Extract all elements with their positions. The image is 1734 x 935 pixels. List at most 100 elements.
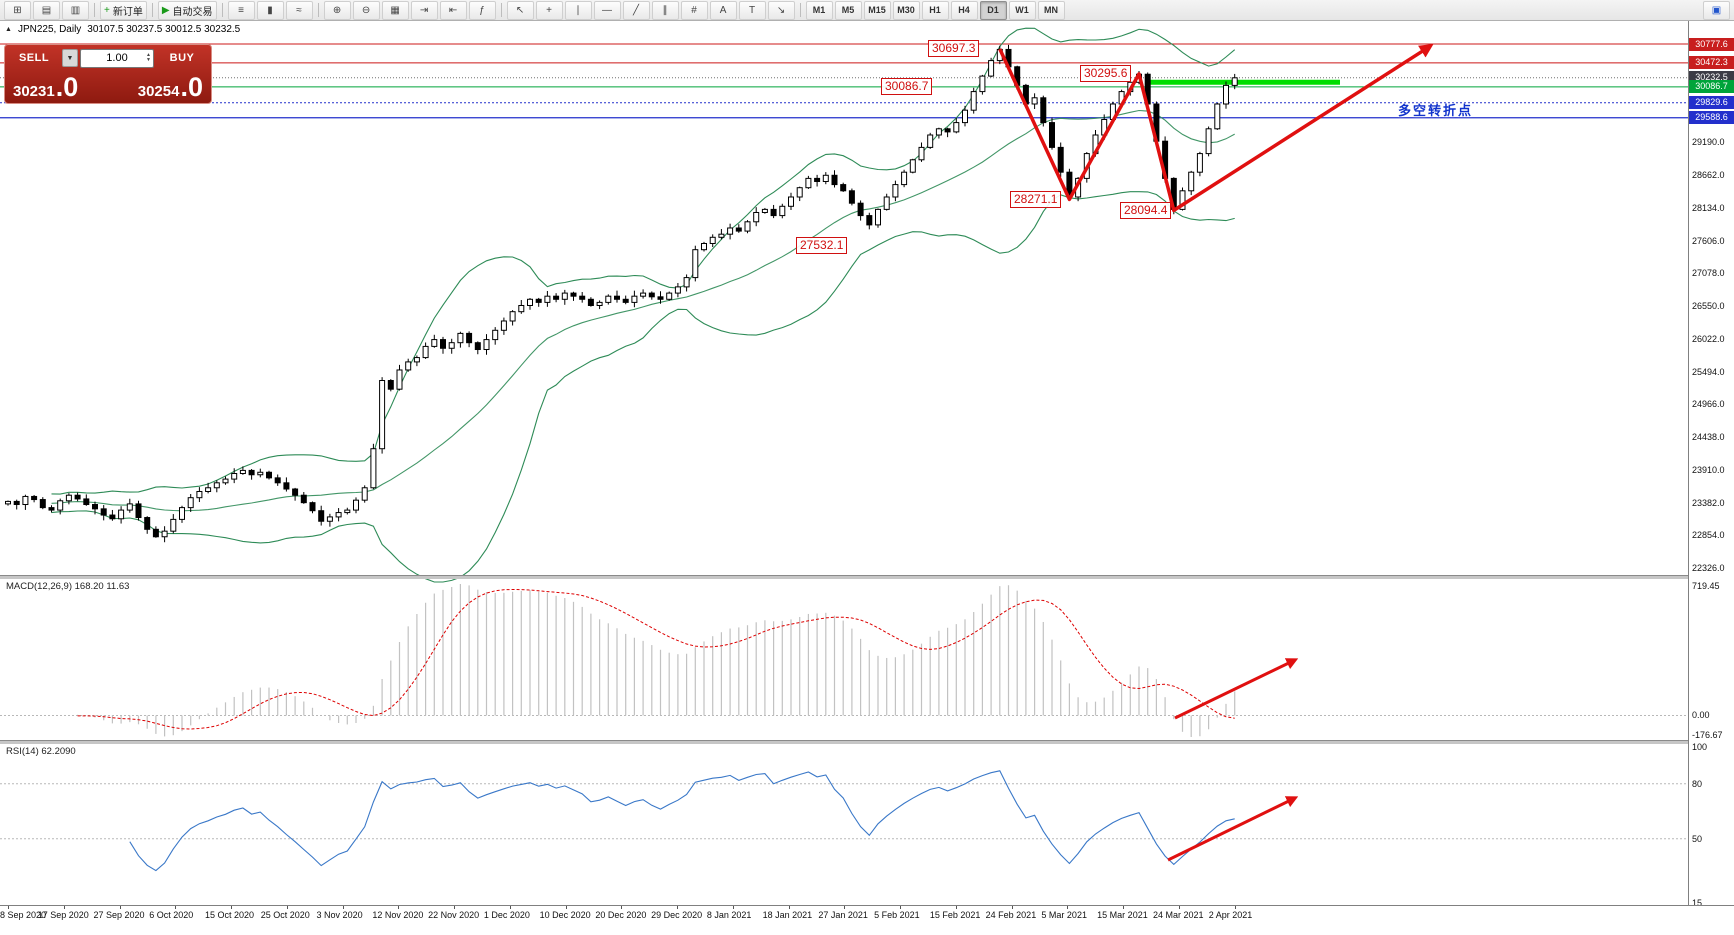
indicators-button[interactable]: ƒ — [468, 0, 496, 20]
text-label-button[interactable]: T — [738, 0, 766, 20]
sell-button[interactable]: SELL — [18, 52, 50, 64]
arrows-button[interactable]: ↘ — [767, 0, 795, 20]
time-axis-label: 5 Feb 2021 — [874, 910, 920, 920]
timeframe-w1-button[interactable]: W1 — [1008, 0, 1036, 20]
horizontal-line-button[interactable]: ― — [593, 0, 621, 20]
time-axis-tick — [677, 906, 679, 909]
price-tick-label: 719.45 — [1692, 581, 1720, 591]
price-tick-label: 24438.0 — [1692, 432, 1725, 443]
collapse-icon[interactable]: ▲ — [5, 26, 12, 33]
price-tick-label: 26022.0 — [1692, 333, 1725, 344]
trendline-button[interactable]: ╱ — [622, 0, 650, 20]
spinner-up-icon[interactable]: ▲ — [146, 52, 151, 58]
price-annotation: 27532.1 — [796, 236, 848, 254]
timeframe-m5-button[interactable]: M5 — [834, 0, 862, 20]
price-annotation: 30295.6 — [1080, 65, 1132, 83]
timeframe-h4-button[interactable]: H4 — [950, 0, 978, 20]
price-annotation: 30086.7 — [881, 78, 933, 96]
price-tag: 30777.6 — [1689, 37, 1734, 51]
zoom-out-button[interactable]: ⊖ — [352, 0, 380, 20]
auto-trading-button[interactable]: ▶ 自动交易 — [157, 0, 217, 20]
time-axis-tick — [1178, 906, 1180, 909]
zoom-in-button[interactable]: ⊕ — [323, 0, 351, 20]
bollinger-bands — [51, 27, 1236, 583]
text-label-icon: T — [748, 4, 756, 16]
text-button[interactable]: A — [709, 0, 737, 20]
rsi-indicator-title: RSI(14) 62.2090 — [6, 746, 76, 757]
timeframe-mn-button[interactable]: MN — [1037, 0, 1065, 20]
new-order-icon: + — [104, 4, 110, 16]
time-axis-label: 24 Feb 2021 — [985, 910, 1037, 920]
price-tick-label: 23382.0 — [1692, 497, 1725, 508]
price-tick-label: 80 — [1692, 778, 1703, 789]
time-axis-tick — [788, 906, 790, 909]
data-window-button[interactable]: ▥ — [62, 0, 89, 20]
timeframe-m1-button[interactable]: M1 — [805, 0, 833, 20]
time-axis-label: 22 Nov 2020 — [428, 910, 480, 920]
price-tick-label: 25494.0 — [1692, 366, 1725, 377]
macd-histogram — [76, 584, 1236, 737]
time-axis[interactable]: 8 Sep 2020 17 Sep 2020 27 Sep 2020 6 Oct 20… — [0, 905, 1734, 926]
fibonacci-icon: # — [691, 4, 697, 16]
profiles-button[interactable]: ▤ — [33, 0, 60, 20]
time-axis-label: 8 Jan 2021 — [706, 910, 752, 920]
price-tick-label: 15 — [1692, 898, 1703, 908]
candlestick-chart-button[interactable]: ▮ — [256, 0, 284, 20]
volume-spinner[interactable]: ▲ ▼ — [146, 50, 151, 67]
time-axis-label: 25 Oct 2020 — [260, 910, 310, 920]
line-chart-button[interactable]: ≈ — [285, 0, 313, 20]
time-axis-label: 12 Nov 2020 — [372, 910, 424, 920]
sell-price-button[interactable]: 30231.0 — [13, 74, 78, 103]
bar-chart-button[interactable]: ≡ — [227, 0, 255, 20]
price-tag: 29829.6 — [1689, 96, 1734, 110]
buy-price-button[interactable]: 30254.0 — [138, 74, 203, 103]
new-order-button-label: 新订单 — [112, 6, 143, 18]
vertical-line-button[interactable]: ∣ — [564, 0, 592, 20]
price-tick-label: 28662.0 — [1692, 170, 1725, 181]
time-axis-label: 27 Sep 2020 — [93, 910, 145, 920]
volume-dropdown[interactable]: ▼ — [62, 49, 78, 67]
timeframe-d1-button[interactable]: D1 — [979, 0, 1007, 20]
time-axis-tick — [900, 906, 902, 909]
buy-button[interactable]: BUY — [169, 52, 195, 64]
channel-button[interactable]: ∥ — [651, 0, 679, 20]
time-axis-tick — [844, 906, 846, 909]
price-annotation: 30697.3 — [928, 40, 980, 58]
time-axis-label: 18 Jan 2021 — [762, 910, 813, 920]
new-order-button[interactable]: + 新订单 — [100, 0, 147, 20]
volume-value: 1.00 — [106, 52, 128, 64]
price-tick-label: 29190.0 — [1692, 137, 1725, 148]
crosshair-button[interactable]: + — [535, 0, 563, 20]
time-axis-tick — [398, 906, 400, 909]
volume-input[interactable]: 1.00 ▲ ▼ — [80, 48, 154, 68]
price-tick-label: -176.67 — [1692, 730, 1723, 740]
toolbar-separator — [500, 3, 502, 17]
chart-ohlc: 30107.5 30237.5 30012.5 30232.5 — [87, 24, 241, 35]
spinner-down-icon[interactable]: ▼ — [146, 57, 151, 63]
timeframe-h1-button[interactable]: H1 — [921, 0, 949, 20]
macd-up-arrow — [1174, 658, 1299, 720]
auto-scroll-button[interactable]: ⇥ — [410, 0, 438, 20]
new-chart-button[interactable]: ⊞ — [4, 0, 31, 20]
price-annotation: 28094.4 — [1120, 201, 1172, 219]
chart-header: ▲ JPN225, Daily 30107.5 30237.5 30012.5 … — [5, 24, 240, 35]
macd-panel-splitter[interactable] — [0, 575, 1734, 579]
timeframe-m30-button[interactable]: M30 — [892, 0, 920, 20]
chart-shift-button[interactable]: ⇤ — [439, 0, 467, 20]
chart-window-button[interactable]: ▣ — [1703, 0, 1730, 20]
fibonacci-button[interactable]: # — [680, 0, 708, 20]
trendline-icon: ╱ — [633, 4, 640, 16]
time-axis-label: 2 Apr 2021 — [1208, 910, 1253, 920]
time-axis-label: 15 Mar 2021 — [1097, 910, 1148, 920]
price-scale[interactable]: 29190.0 28662.0 28134.0 27606.0 27078.0 26550… — [1688, 21, 1734, 908]
candlestick-chart-icon: ▮ — [267, 4, 273, 16]
cursor-button[interactable]: ↖ — [506, 0, 534, 20]
tile-windows-button[interactable]: ▦ — [381, 0, 409, 20]
zoom-in-icon: ⊕ — [332, 4, 342, 16]
price-tick-label: 100 — [1692, 742, 1708, 752]
timeframe-m15-button[interactable]: M15 — [863, 0, 891, 20]
turning-point-label: 多空转折点 — [1398, 102, 1474, 118]
rsi-panel-splitter[interactable] — [0, 740, 1734, 744]
toolbar-separator — [221, 3, 223, 17]
